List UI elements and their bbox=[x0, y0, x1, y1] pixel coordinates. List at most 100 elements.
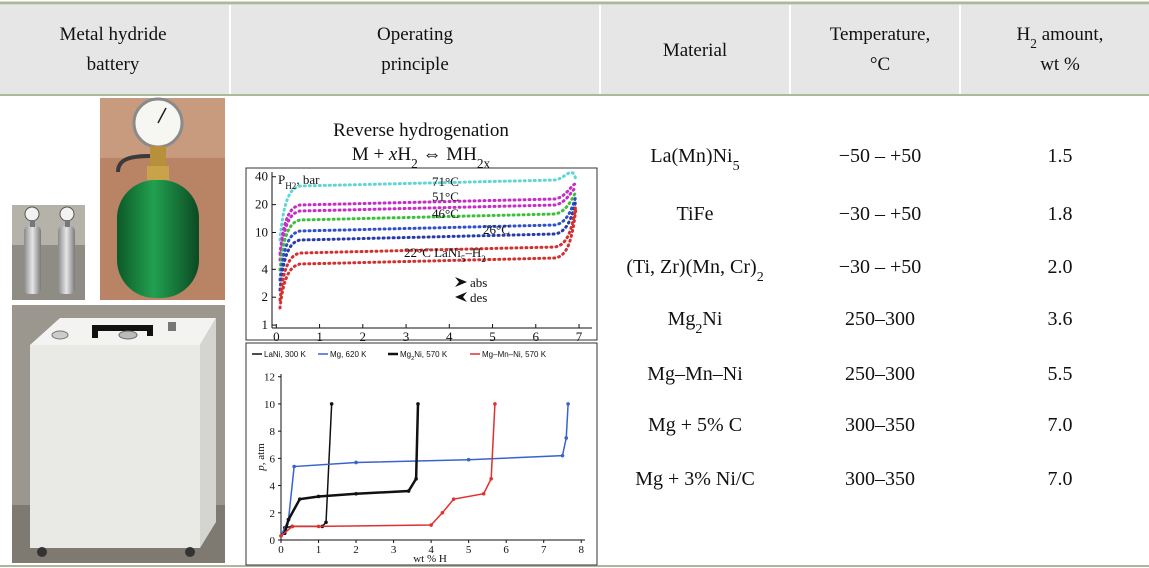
subscript: 2 bbox=[757, 270, 764, 285]
x-tick-label: 4 bbox=[446, 329, 453, 344]
header-cell: Metal hydride bbox=[59, 24, 166, 45]
data-point bbox=[354, 492, 358, 496]
data-point bbox=[292, 465, 296, 469]
text-run: Temperature, bbox=[830, 24, 930, 45]
text-run: des bbox=[470, 290, 487, 305]
x-tick-label: 7 bbox=[541, 544, 547, 556]
header-cell: Operating bbox=[377, 24, 453, 45]
text-run: Mg bbox=[668, 308, 696, 330]
text-run: 3.6 bbox=[1048, 308, 1073, 330]
body-cell: Mg–Mn–Ni bbox=[647, 363, 743, 385]
x-axis-label: wt % H bbox=[413, 553, 447, 565]
body-cell: Mg2Ni bbox=[668, 308, 723, 337]
text-run: LaNi, 300 K bbox=[264, 350, 306, 359]
text-run: 7.0 bbox=[1048, 468, 1073, 490]
text-run: Mg, 620 K bbox=[330, 350, 367, 359]
text-run: 46°C bbox=[432, 206, 459, 221]
x-tick-label: 2 bbox=[353, 544, 359, 556]
y-axis-label: p, atm bbox=[255, 443, 267, 472]
text-run: M + bbox=[352, 144, 389, 165]
text-run: 250–300 bbox=[845, 308, 915, 330]
text-run: Mg–Mn–Ni, 570 K bbox=[482, 350, 547, 359]
y-tick-label: 1 bbox=[262, 317, 269, 332]
subscript: 5 bbox=[733, 159, 740, 174]
y-tick-label: 10 bbox=[255, 224, 268, 239]
text-run: 300–350 bbox=[845, 414, 915, 436]
data-point bbox=[279, 534, 283, 538]
data-point bbox=[354, 461, 358, 465]
text-run: Mg bbox=[400, 350, 411, 359]
text-run: 26°C bbox=[483, 222, 510, 237]
data-point bbox=[561, 454, 565, 458]
body-cell: 250–300 bbox=[845, 363, 915, 385]
table-figure: 01234567124102040PH2, bar71°C51°C46°C26°… bbox=[0, 0, 1149, 568]
x-tick-label: 1 bbox=[316, 544, 322, 556]
header-cell: Material bbox=[663, 40, 727, 61]
data-point bbox=[566, 402, 570, 406]
y-tick-label: 8 bbox=[270, 426, 276, 438]
x-tick-label: 8 bbox=[578, 544, 584, 556]
data-point bbox=[324, 521, 328, 525]
header-cell: °C bbox=[870, 54, 890, 75]
page: { "table": { "header": [ [["Metal hydrid… bbox=[0, 0, 1149, 568]
photo-cabinet bbox=[12, 305, 225, 563]
photo-small-cylinders bbox=[12, 205, 85, 300]
x-tick-label: 3 bbox=[403, 329, 410, 344]
text-run: 1.5 bbox=[1048, 145, 1073, 167]
text-run: La(Mn)Ni bbox=[650, 145, 733, 167]
body-cell: La(Mn)Ni5 bbox=[650, 145, 739, 174]
annotation: 51°C bbox=[432, 189, 459, 204]
subscript: H2 bbox=[285, 181, 297, 191]
y-tick-label: 2 bbox=[262, 289, 269, 304]
subscript: 2 bbox=[481, 254, 486, 264]
data-point bbox=[467, 458, 471, 462]
data-point bbox=[452, 497, 456, 501]
body-cell: 7.0 bbox=[1048, 468, 1073, 490]
subscript: 2 bbox=[411, 156, 418, 171]
legend-label: LaNi, 300 K bbox=[264, 350, 306, 359]
body-cell: 5.5 bbox=[1048, 363, 1073, 385]
y-tick-label: 40 bbox=[255, 169, 268, 184]
text-run: −50 – +50 bbox=[839, 145, 922, 167]
y-tick-label: 6 bbox=[270, 453, 276, 465]
x-tick-label: 7 bbox=[576, 329, 583, 344]
body-cell: 300–350 bbox=[845, 468, 915, 490]
x-tick-label: 2 bbox=[360, 329, 367, 344]
text-run: , atm bbox=[255, 443, 267, 465]
annotation: 26°C bbox=[483, 222, 510, 237]
subscript: 2x bbox=[477, 156, 491, 171]
data-point bbox=[298, 497, 302, 501]
data-point bbox=[564, 436, 568, 440]
text-run: TiFe bbox=[676, 203, 713, 225]
data-point bbox=[330, 402, 334, 406]
text-run: H bbox=[397, 144, 411, 165]
y-tick-label: 10 bbox=[264, 399, 276, 411]
data-point bbox=[414, 477, 418, 481]
text-run: amount, bbox=[1037, 24, 1104, 45]
text-run: °C bbox=[870, 54, 890, 75]
subscript: 2 bbox=[695, 322, 702, 337]
text-run: Mg–Mn–Ni bbox=[647, 363, 743, 385]
text-run: Mg + 5% C bbox=[648, 414, 742, 436]
principle-title: Reverse hydrogenation bbox=[333, 120, 509, 141]
y-tick-label: 12 bbox=[264, 372, 275, 384]
y-tick-label: 4 bbox=[262, 261, 269, 276]
data-point bbox=[493, 402, 497, 406]
legend-label: Mg–Mn–Ni, 570 K bbox=[482, 350, 547, 359]
body-cell: 250–300 bbox=[845, 308, 915, 330]
text-run: Metal hydride bbox=[59, 24, 166, 45]
text-run: Operating bbox=[377, 24, 453, 45]
annotation: 46°C bbox=[432, 206, 459, 221]
y-tick-label: 0 bbox=[270, 535, 276, 547]
header-cell: wt % bbox=[1040, 54, 1080, 75]
data-point bbox=[429, 523, 433, 527]
data-point bbox=[317, 525, 321, 529]
body-cell: 1.8 bbox=[1048, 203, 1073, 225]
x-tick-label: 5 bbox=[466, 544, 472, 556]
header-cell: battery bbox=[87, 54, 140, 75]
data-point bbox=[317, 495, 321, 499]
text-run: 300–350 bbox=[845, 468, 915, 490]
annotation: 71°C bbox=[432, 174, 459, 189]
principle-equation: M + xH2 ⇔ MH2x bbox=[352, 144, 491, 171]
subscript: 2 bbox=[1030, 36, 1037, 51]
